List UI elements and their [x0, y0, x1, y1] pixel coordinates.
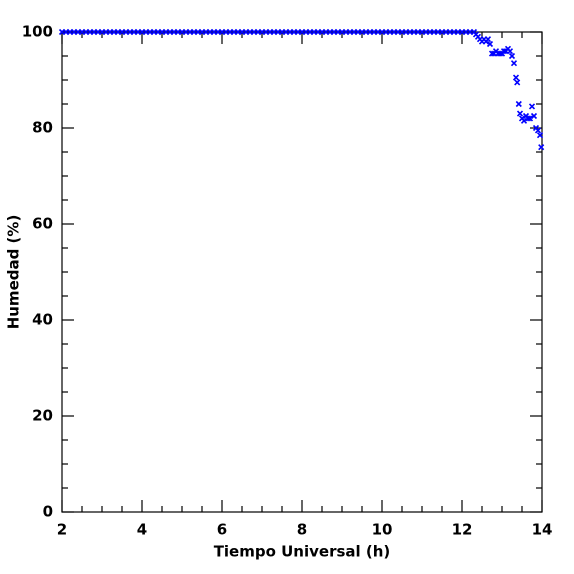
point — [486, 40, 494, 48]
point — [528, 103, 536, 110]
y-tick-label: 100 — [22, 23, 53, 41]
plot-frame — [61, 31, 543, 513]
x-tick-label: 10 — [372, 521, 393, 539]
point — [515, 100, 522, 108]
x-tick-label: 8 — [297, 521, 307, 539]
point — [524, 115, 532, 122]
point — [514, 79, 521, 86]
x-tick-label: 12 — [452, 521, 473, 539]
point — [510, 60, 518, 67]
point — [534, 127, 542, 134]
x-tick-label: 4 — [137, 521, 147, 539]
point — [496, 50, 504, 57]
y-tick-label: 40 — [32, 311, 53, 329]
point — [508, 52, 516, 60]
y-axis-label: Humedad (%) — [5, 215, 23, 330]
point — [500, 48, 508, 55]
point — [526, 115, 534, 122]
y-tick-label: 80 — [32, 119, 53, 137]
x-tick-label: 14 — [532, 521, 553, 539]
point — [520, 117, 528, 124]
point — [488, 50, 496, 57]
x-tick-label: 6 — [217, 521, 227, 539]
point — [512, 74, 520, 81]
point — [538, 144, 545, 151]
point — [506, 48, 514, 55]
point — [484, 36, 492, 43]
point — [536, 132, 544, 139]
point — [516, 110, 524, 117]
x-axis-label: Tiempo Universal (h) — [214, 543, 391, 561]
point — [530, 112, 538, 120]
y-tick-label: 20 — [32, 407, 53, 425]
y-tick-label: 0 — [43, 503, 53, 521]
x-tick-label: 2 — [57, 521, 67, 539]
y-tick-label: 60 — [32, 215, 53, 233]
